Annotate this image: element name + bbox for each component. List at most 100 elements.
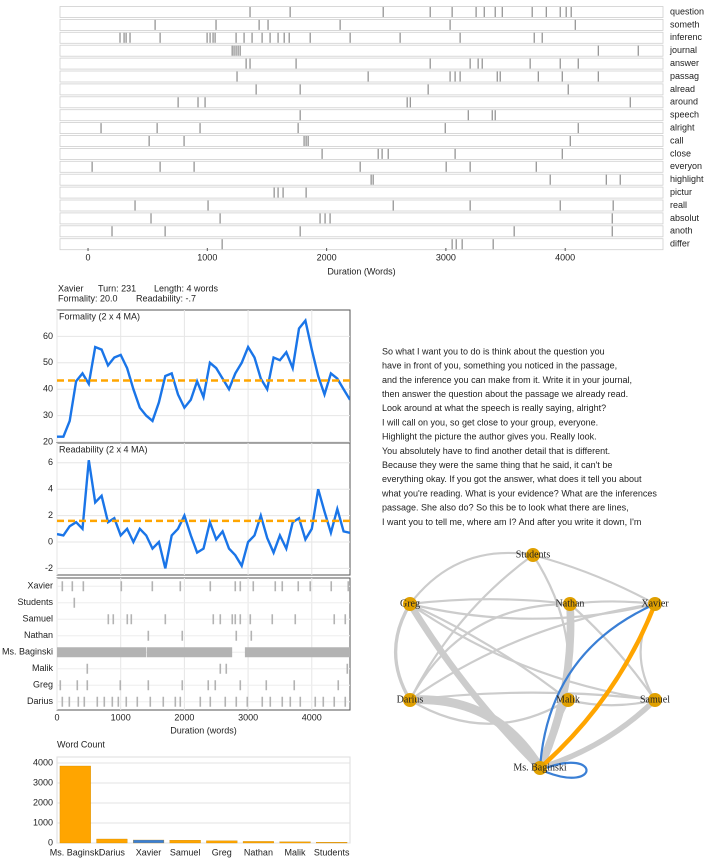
x-tick-label: Nathan [244,847,273,857]
turn [146,647,233,658]
turn [346,663,349,674]
row-band [59,109,664,122]
turn [151,581,154,592]
edge [408,551,535,606]
x-tick-label: Malik [285,847,307,857]
node [403,693,417,707]
edge [408,691,657,702]
bar [316,842,348,844]
row-label: around [670,97,698,107]
transcript-line: have in front of you, something you noti… [382,361,617,371]
node [563,597,577,611]
turn [274,581,277,592]
turn [103,696,106,707]
x-tick-label: 4000 [555,252,575,262]
x-tick-label: Darius [99,847,126,857]
x-tick-label: 1000 [111,712,131,722]
speaker-label: Samuel [22,614,53,624]
row-band [59,135,664,147]
turn [344,614,347,625]
node [533,761,547,775]
panel [56,577,351,711]
speaker-label: Malik [32,663,54,673]
panel [56,309,351,443]
speaker-label: Darius [27,696,54,706]
turn [239,680,242,691]
turn [86,663,89,674]
speaker-label: Ms. Baginski [2,647,53,657]
turn [239,614,242,625]
turn [293,680,296,691]
turn [344,696,347,707]
bar [96,838,128,844]
turn [281,581,284,592]
edge [568,600,657,606]
turn [120,581,123,592]
panel-title: Formality (2 x 4 MA) [59,311,140,321]
node-label: Nathan [556,598,585,609]
turn [281,696,284,707]
transcript-line: Look around at what the speech is really… [382,403,606,413]
transcript-line: Because they were the same thing that he… [382,460,612,470]
row-label: call [670,135,684,145]
row-label: journal [669,45,697,55]
y-tick-label: 1000 [33,817,53,827]
row-label: reall [670,200,687,210]
edge [537,601,658,771]
transcript-line: what you're reading. What is your eviden… [381,488,657,498]
turn [207,680,210,691]
row-label: anoth [670,226,693,236]
turn [107,614,110,625]
x-axis-label: Duration (words) [170,725,237,735]
row-band [59,57,664,70]
turn [219,614,222,625]
x-tick-label: Greg [212,847,232,857]
row-band [59,199,664,212]
row-band [59,160,664,173]
row-label: alright [670,122,695,132]
turn [250,630,253,641]
edge [568,602,657,702]
edge [408,598,572,606]
transcript-line: then answer the question about the passa… [382,389,628,399]
node-label: Xavier [641,598,669,609]
turn [61,696,64,707]
transcript-line: You absolutely have to find another deta… [382,446,610,456]
transcript-line: Highlight the picture the author gives y… [382,432,597,442]
speaker-label: Students [17,597,53,607]
y-tick-label: 60 [43,331,53,341]
turn-readability: Readability: -.7 [136,293,196,303]
node [561,693,575,707]
turn [82,581,85,592]
x-tick-label: 1000 [197,252,217,262]
turn [77,696,80,707]
turn [333,614,336,625]
transcript: So what I want you to do is think about … [381,346,657,526]
turn [231,614,234,625]
node-label: Darius [397,694,424,705]
y-tick-label: 2 [48,510,53,520]
turn [57,647,147,658]
turn [249,614,252,625]
edge [408,602,572,702]
turn [181,680,184,691]
turn [149,696,152,707]
turn [199,696,202,707]
turn [126,614,129,625]
turn [147,680,150,691]
y-tick-label: 6 [48,457,53,467]
turn [333,696,336,707]
node [648,693,662,707]
edge [531,553,657,606]
turn [212,614,215,625]
turn [179,581,182,592]
turn [162,696,165,707]
edge [538,602,657,770]
turn [337,680,340,691]
turn [174,696,177,707]
bar [59,765,91,844]
x-tick-label: 0 [54,712,59,722]
y-tick-label: 2000 [33,797,53,807]
node-label: Samuel [640,694,670,705]
y-tick-label: 0 [48,536,53,546]
